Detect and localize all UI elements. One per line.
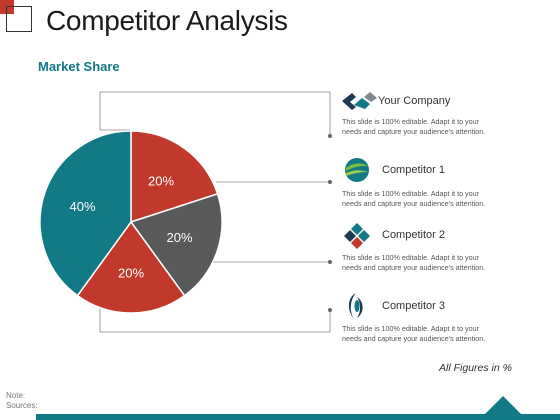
figures-unit-note: All Figures in % <box>439 362 512 374</box>
pie-label-1: 20% <box>148 173 174 188</box>
legend-title-competitor-3: Competitor 3 <box>382 300 445 312</box>
connector-your-company <box>99 91 331 136</box>
four-diamonds-icon <box>344 223 370 249</box>
connector-competitor-3 <box>99 298 331 333</box>
legend-desc-line: needs and capture your audience's attent… <box>342 126 486 136</box>
legend-title-competitor-2: Competitor 2 <box>382 229 445 241</box>
chart-subtitle: Market Share <box>38 59 120 74</box>
page-title: Competitor Analysis <box>46 5 288 36</box>
pie-label-3: 20% <box>118 266 144 281</box>
footer-sources: Sources: <box>6 401 38 410</box>
legend-title-competitor-1: Competitor 1 <box>382 164 445 176</box>
pie-slices <box>39 130 223 314</box>
legend-desc-your-company: This slide is 100% editable. Adapt it to… <box>342 117 520 136</box>
connector-dots <box>328 134 332 312</box>
legend-desc-competitor-2: This slide is 100% editable. Adapt it to… <box>342 253 520 272</box>
globe-swoosh-icon <box>345 158 369 182</box>
eye-crescent-icon <box>348 293 363 319</box>
pie-slice-4 <box>39 130 132 297</box>
connector-dot-3 <box>328 260 332 264</box>
pie-slice-3 <box>76 220 186 314</box>
legend-desc-line: This slide is 100% editable. Adapt it to… <box>342 189 480 198</box>
pie-labels: 20% 20% 20% 40% <box>69 173 192 280</box>
bottom-accent-triangle <box>484 396 522 415</box>
pie-slice-1 <box>130 130 219 224</box>
legend-desc-line: needs and capture your audience's attent… <box>342 262 486 272</box>
legend-desc-line: This slide is 100% editable. Adapt it to… <box>342 253 480 262</box>
legend-desc-line: This slide is 100% editable. Adapt it to… <box>342 117 480 126</box>
connector-your-company-tail <box>99 114 130 131</box>
legend-desc-line: needs and capture your audience's attent… <box>342 198 486 208</box>
legend-desc-competitor-3: This slide is 100% editable. Adapt it to… <box>342 324 520 343</box>
diamond-arrow-icon <box>342 92 377 110</box>
title-square-icon <box>6 6 32 32</box>
legend-desc-competitor-1: This slide is 100% editable. Adapt it to… <box>342 189 520 208</box>
connector-lines <box>99 91 331 333</box>
connector-dot-2 <box>328 180 332 184</box>
legend-desc-line: needs and capture your audience's attent… <box>342 333 486 343</box>
legend-title-your-company: Your Company <box>378 95 451 107</box>
bottom-accent-bar <box>36 414 560 420</box>
pie-slice-2 <box>129 192 223 297</box>
pie-label-4: 40% <box>69 199 95 214</box>
corner-accent <box>0 0 14 14</box>
footer-note: Note: <box>6 391 26 400</box>
connector-dot-4 <box>328 308 332 312</box>
pie-label-2: 20% <box>166 230 192 245</box>
connector-dot-1 <box>328 134 332 138</box>
legend-desc-line: This slide is 100% editable. Adapt it to… <box>342 324 480 333</box>
